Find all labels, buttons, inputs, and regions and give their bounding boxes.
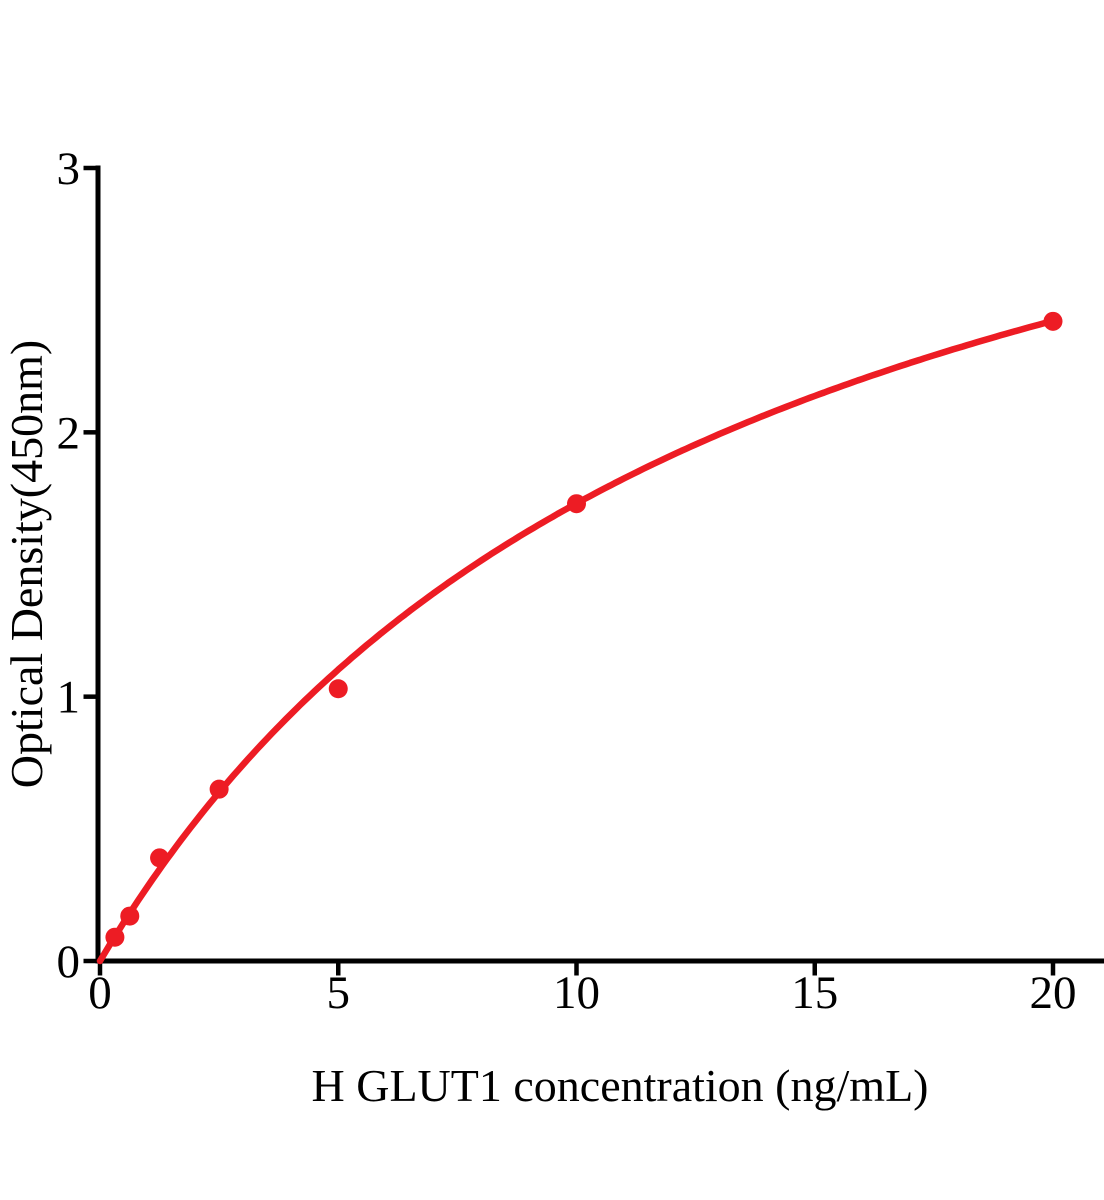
data-point [209, 779, 229, 799]
axes [95, 165, 1104, 964]
data-point [328, 679, 348, 699]
x-tick-label: 15 [791, 967, 838, 1019]
x-tick-label: 0 [88, 967, 112, 1019]
y-tick-label: 2 [57, 407, 81, 459]
y-tick-label: 3 [57, 143, 81, 195]
y-axis-title: Optical Density(450nm) [1, 340, 52, 788]
y-tick-label: 0 [57, 936, 81, 988]
fit-curve-line [96, 317, 1057, 965]
x-tick-label: 10 [553, 967, 600, 1019]
y-tick-label: 1 [57, 672, 81, 724]
x-axis-title: H GLUT1 concentration (ng/mL) [312, 1060, 929, 1111]
axis-ticks [83, 165, 1056, 976]
data-point [1043, 311, 1063, 331]
axis-tick-labels: 0 5 10 15 20 0 1 2 3 [57, 143, 1077, 1019]
x-tick-label: 5 [327, 967, 351, 1019]
x-tick-label: 20 [1030, 967, 1077, 1019]
data-point [105, 927, 125, 947]
data-point [150, 848, 170, 868]
data-point [120, 906, 140, 926]
data-point [567, 494, 586, 514]
data-points [105, 311, 1063, 947]
